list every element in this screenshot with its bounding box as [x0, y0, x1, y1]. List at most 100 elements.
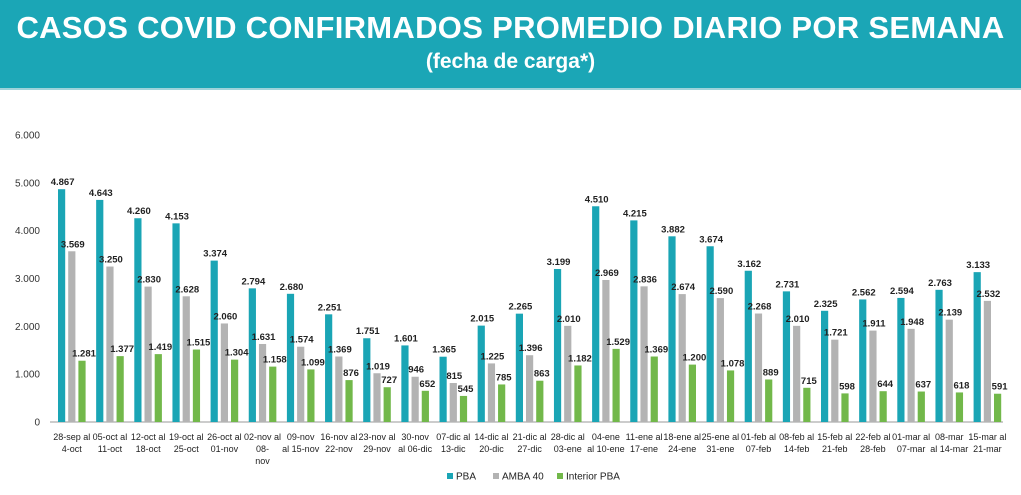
bar-amba-40 [869, 330, 877, 422]
x-tick-label: 28-feb [860, 444, 886, 454]
data-label: 2.836 [633, 274, 657, 285]
chart-subtitle: (fecha de carga*) [425, 50, 596, 73]
bar-pba [897, 297, 905, 422]
legend-label: AMBA 40 [502, 472, 544, 483]
data-label: 2.763 [928, 278, 952, 289]
bar-amba-40 [220, 323, 228, 422]
legend-swatch [493, 473, 499, 479]
x-tick-label: al 06-dic [398, 444, 433, 454]
data-label: 1.099 [301, 357, 325, 368]
bar-amba-40 [678, 294, 686, 422]
data-label: 1.515 [187, 338, 211, 349]
bar-pba [248, 288, 256, 422]
bar-amba-40 [526, 355, 534, 422]
bar-amba-40 [640, 286, 648, 422]
data-label: 3.133 [966, 260, 990, 271]
data-label: 2.590 [709, 286, 733, 297]
data-label: 3.199 [547, 257, 571, 268]
bar-amba-40 [487, 363, 496, 422]
x-tick-label: 14-dic al [474, 432, 508, 442]
bar-amba-40 [602, 279, 610, 422]
x-tick-label: 02-nov al [244, 432, 281, 442]
x-tick-label: 23-nov al [358, 432, 395, 442]
bar-pba [706, 246, 714, 422]
data-label: 545 [458, 384, 475, 395]
y-tick-label: 3.000 [15, 274, 40, 285]
y-tick-label: 2.000 [15, 322, 40, 333]
data-label: 3.674 [699, 234, 723, 245]
bar-amba-40 [297, 346, 305, 422]
data-label: 2.830 [137, 275, 161, 286]
legend-swatch [447, 473, 453, 479]
data-label: 1.304 [225, 348, 249, 359]
data-label: 598 [839, 381, 855, 392]
data-label: 2.139 [938, 308, 962, 319]
data-label: 1.365 [432, 345, 456, 356]
data-label: 1.158 [263, 355, 287, 366]
bar-interior-pba [154, 354, 162, 422]
data-label: 1.529 [606, 337, 630, 348]
bar-pba [592, 206, 600, 422]
bar-interior-pba [307, 369, 315, 422]
data-label: 4.153 [165, 211, 189, 222]
bar-amba-40 [983, 300, 991, 422]
data-label: 2.731 [776, 279, 800, 290]
data-label: 785 [496, 372, 513, 383]
x-tick-label: 26-oct al [207, 432, 242, 442]
x-tick-label: al 15-nov [282, 444, 320, 454]
bar-pba [935, 289, 943, 422]
bar-interior-pba [231, 359, 239, 422]
data-label: 946 [408, 365, 424, 376]
data-label: 4.643 [89, 188, 113, 199]
header-divider [0, 88, 1021, 90]
bar-interior-pba [383, 387, 391, 422]
bar-interior-pba [841, 393, 849, 422]
x-tick-label: al 14-mar [930, 444, 968, 454]
bar-interior-pba [955, 392, 964, 422]
x-tick-label: 08-feb al [779, 432, 814, 442]
data-label: 1.078 [721, 358, 745, 369]
data-label: 1.751 [356, 326, 380, 337]
bar-amba-40 [564, 325, 572, 422]
data-label: 2.594 [890, 286, 914, 297]
x-tick-label: 13-dic [441, 444, 466, 454]
data-label: 591 [992, 382, 1009, 393]
bar-interior-pba [421, 390, 429, 422]
bar-interior-pba [192, 349, 201, 422]
x-tick-label: 18-ene al [663, 432, 701, 442]
bar-interior-pba [726, 370, 735, 422]
bar-pba [744, 270, 752, 422]
bar-pba [363, 338, 371, 422]
x-tick-label: 21-feb [822, 444, 848, 454]
x-tick-label: 01-mar al [892, 432, 930, 442]
x-tick-label: 22-nov [325, 444, 353, 454]
bar-amba-40 [335, 356, 343, 422]
x-tick-label: 07-feb [746, 444, 772, 454]
data-label: 1.225 [481, 351, 505, 362]
x-tick-label: 25-oct [174, 444, 200, 454]
data-label: 1.377 [110, 344, 134, 355]
data-label: 2.794 [241, 276, 265, 287]
bar-pba [58, 189, 66, 422]
x-tick-label: 25-ene al [702, 432, 740, 442]
data-label: 1.200 [683, 353, 707, 364]
bar-pba [286, 293, 295, 422]
data-label: 2.265 [509, 302, 533, 313]
bar-amba-40 [945, 319, 953, 422]
x-tick-label: 28-sep al [53, 432, 90, 442]
data-label: 4.215 [623, 208, 647, 219]
bar-amba-40 [831, 339, 839, 422]
x-tick-label: 4-oct [62, 444, 83, 454]
x-tick-label: 01-feb al [741, 432, 776, 442]
data-label: 2.532 [977, 289, 1001, 300]
data-label: 4.867 [51, 177, 75, 188]
x-tick-label: 01-nov [211, 444, 239, 454]
bar-interior-pba [269, 366, 277, 422]
bar-amba-40 [144, 286, 152, 422]
y-tick-label: 6.000 [15, 131, 40, 142]
bar-pba [172, 223, 180, 422]
x-tick-label: 29-nov [363, 444, 391, 454]
bar-amba-40 [907, 328, 915, 422]
data-label: 3.569 [61, 239, 85, 250]
legend-label: Interior PBA [566, 472, 620, 483]
